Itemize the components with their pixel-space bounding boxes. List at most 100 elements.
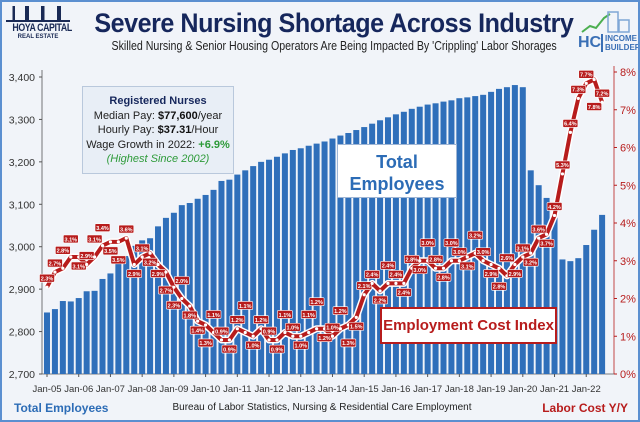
eci-data-label: 2.8% [491, 266, 507, 291]
eci-point [69, 255, 73, 259]
bar-total-employees [448, 100, 455, 374]
bar-total-employees [67, 301, 74, 374]
eci-value-label: 5.3% [556, 163, 569, 169]
eci-point [560, 172, 565, 176]
eci-value-label: 2.8% [437, 276, 450, 282]
chart-subtitle: Skilled Nursing & Senior Housing Operato… [111, 39, 557, 53]
eci-data-label: 4.2% [546, 202, 563, 218]
bar-total-employees [147, 238, 154, 374]
bar-total-employees [305, 145, 312, 374]
eci-value-label: 2.3% [168, 303, 181, 309]
eci-value-label: 3.0% [421, 241, 434, 247]
bar-total-employees [345, 133, 352, 374]
right-tick-label: 1% [620, 331, 636, 343]
x-tick-label: Jan-09 [159, 384, 188, 395]
right-tick-label: 6% [620, 143, 636, 155]
bar-total-employees [162, 217, 169, 374]
bar-total-employees [559, 259, 566, 374]
bar-total-employees [194, 198, 201, 374]
left-tick-label: 2,900 [9, 284, 35, 296]
eci-point [307, 330, 311, 335]
eci-data-label: 1.0% [285, 322, 301, 338]
eci-point [235, 327, 239, 331]
eci-value-label: 1.1% [239, 304, 252, 310]
bar-total-employees [543, 197, 550, 374]
bar-total-employees [44, 312, 50, 374]
eci-value-label: 2.7% [160, 288, 173, 294]
eci-label-box [94, 223, 111, 232]
eci-value-label: 3.2% [524, 261, 537, 267]
eci-label-box [594, 88, 610, 98]
left-tick-label: 3,100 [9, 199, 35, 211]
growth-note: (Highest Since 2002) [106, 153, 210, 165]
total-employees-annotation: Total Employees [337, 144, 457, 198]
eci-data-label: 1.4% [189, 319, 206, 334]
eci-point [592, 77, 596, 82]
hourly-value: $37.31 [157, 124, 192, 136]
bar-total-employees [432, 103, 439, 374]
eci-point [204, 323, 208, 327]
eci-point [402, 281, 406, 285]
bar-total-employees [59, 301, 66, 374]
eci-data-label: 2.4% [380, 261, 396, 285]
eci-value-label: 3.1% [136, 246, 149, 252]
x-tick-label: Jan-14 [318, 384, 347, 395]
eci-point [108, 240, 113, 244]
bar-total-employees [369, 123, 376, 375]
left-tick-label: 3,200 [9, 157, 35, 169]
eci-value-label: 3.5% [112, 258, 125, 264]
eci-data-label: 1.2% [332, 306, 349, 331]
bar-total-employees [250, 166, 257, 374]
eci-point [481, 259, 485, 263]
hourly-label: Hourly Pay: [97, 124, 158, 136]
bar-total-employees [107, 273, 114, 374]
eci-point [267, 338, 271, 342]
eci-data-label: 7.3% [570, 85, 587, 101]
eci-label-box [229, 315, 246, 325]
eci-data-label: 7.2% [594, 88, 610, 104]
right-tick-label: 3% [620, 256, 636, 268]
eci-label-box [554, 160, 571, 170]
eci-data-label: 0.9% [269, 338, 285, 353]
eci-label-box [491, 281, 507, 291]
eci-point [529, 251, 533, 255]
eci-point [100, 244, 105, 248]
eci-data-label: 2.9% [507, 262, 523, 278]
eci-label-box [578, 70, 595, 79]
eci-point [299, 334, 303, 338]
eci-label-box [538, 239, 555, 248]
bar-total-employees [480, 94, 487, 374]
x-tick-label: Jan-05 [32, 384, 61, 395]
eci-label-box [507, 269, 523, 278]
eci-label-box [261, 326, 277, 336]
bar-total-employees [503, 87, 510, 374]
eci-label-box [308, 297, 325, 307]
eci-data-label: 3.6% [530, 224, 547, 240]
eci-point [521, 255, 525, 259]
right-axis-title: Labor Cost Y/Y [542, 401, 628, 415]
eci-point [497, 266, 501, 270]
eci-label-box [435, 272, 452, 282]
eci-label-box [47, 258, 63, 268]
eci-value-label: 2.9% [128, 272, 141, 278]
eci-data-label: 2.1% [356, 281, 373, 297]
eci-value-label: 3.1% [88, 237, 101, 243]
eci-data-label: 6.4% [562, 119, 579, 134]
bar-total-employees [202, 194, 209, 374]
eci-point [537, 236, 541, 240]
eci-data-label: 1.5% [348, 315, 365, 331]
eci-data-label: 2.9% [126, 262, 143, 278]
eci-label-box [245, 340, 261, 350]
x-tick-label: Jan-06 [64, 384, 93, 395]
eci-point [140, 255, 144, 259]
bar-total-employees [289, 149, 296, 374]
eci-data-label: 3.7% [538, 232, 555, 248]
eci-value-label: 1.2% [310, 300, 323, 306]
x-tick-label: Jan-22 [572, 384, 601, 395]
bar-total-employees [392, 114, 399, 374]
eci-data-label: 1.0% [245, 334, 261, 350]
bar-total-employees [511, 85, 518, 374]
eci-data-label: 2.2% [372, 289, 388, 305]
eci-point [584, 81, 588, 85]
bar-total-employees [384, 117, 391, 375]
